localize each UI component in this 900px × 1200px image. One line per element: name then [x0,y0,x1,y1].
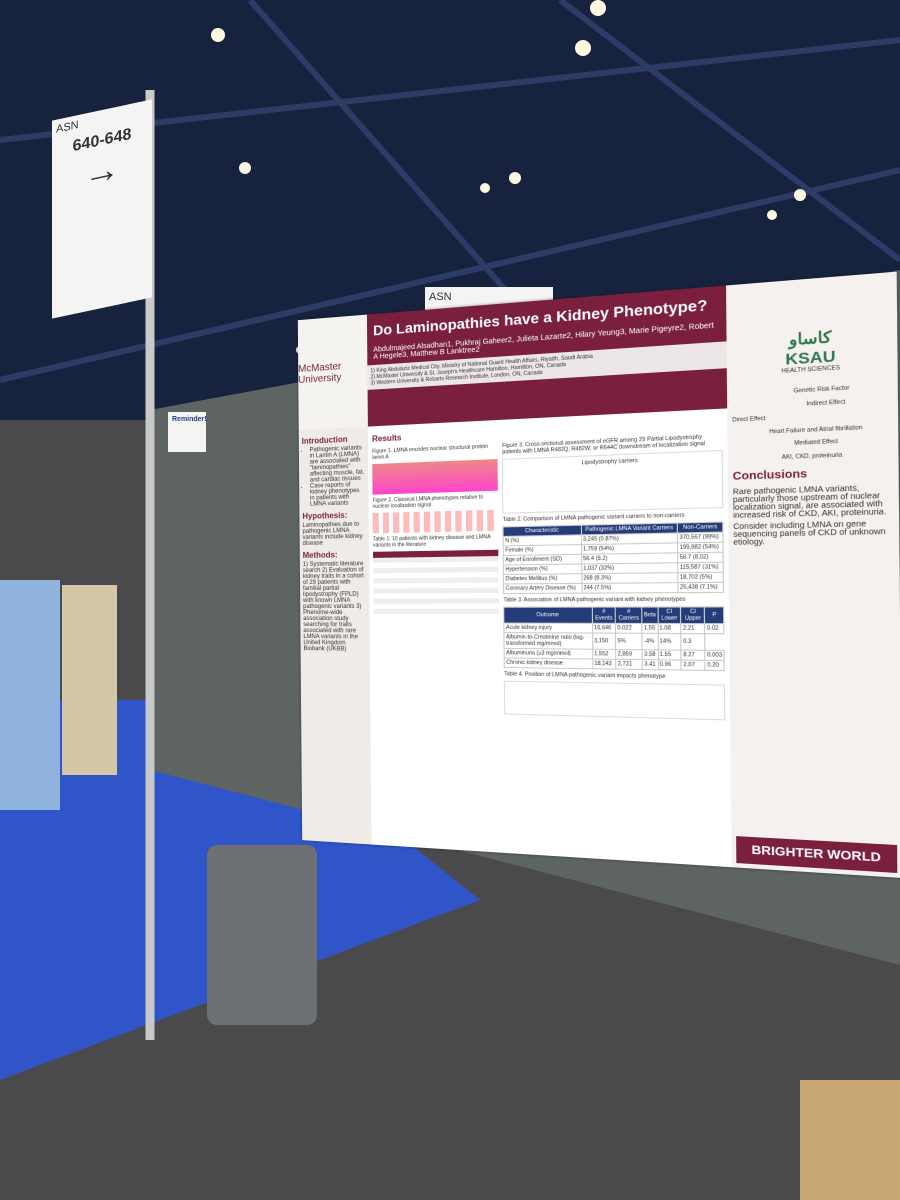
sign-org: ASN [429,291,452,303]
cell: 3.58 [642,649,658,660]
caption: Table 4. Position of LMNA pathogenic var… [504,671,666,681]
caption: Figure 2. Classical LMNA phenotypes rela… [372,494,484,510]
cell: 1.08 [657,623,682,634]
cell: 0.022 [615,623,643,634]
diagram: Genetic Risk Factor Indirect Effect Dire… [732,380,893,466]
sign: ASN 640-648 → [52,99,152,319]
cell: 3.41 [642,659,659,670]
cell: -4% [642,633,658,650]
cell: 1.55 [642,623,658,634]
table: Outcome # Events # Carriers Beta CI Lower CI … [504,606,725,671]
heading: Hypothesis: [302,510,348,521]
cell: 16,646 [592,623,616,634]
cell: Coronary Artery Disease (%) [503,583,582,594]
cell: 56.7 (8.02) [677,552,724,563]
cell: 5% [615,633,643,650]
methods: 1) Systematic literature search 2) Evalu… [302,561,364,653]
cell: Albumin-to-Creatinine ratio (log-transfo… [504,632,593,650]
intro-bullet: Case reports of kidney phenotypes in pat… [310,482,366,508]
cell: 199,982 (54%) [677,542,724,553]
reminder: Reminder! [168,412,207,452]
caption: Table 3. Association of LMNA pathogenic … [503,596,686,604]
header-cell: CI Upper [681,606,706,624]
cell: 3,150 [592,633,616,650]
cell: 2,731 [615,659,643,670]
cell: 2,859 [615,649,643,660]
header-cell: Beta [641,607,658,624]
header-cell: Outcome [504,607,593,624]
box [800,1080,900,1200]
poster: McMaster University Do Laminopathies hav… [297,271,900,878]
cell: 18,143 [592,658,617,670]
person [62,585,117,775]
left-column: Introduction Pathogenic variants in Lami… [298,426,372,845]
conclusion: Consider including LMNA on gene sequenci… [733,520,886,547]
row: Coronary Artery Disease (%) 244 (7.5%) 25,… [503,582,724,594]
caption: Table 1. 10 patients with kidney disease… [372,534,491,549]
figure [372,509,499,534]
cell: 18,702 (5%) [677,572,724,583]
cell: 2.07 [681,660,706,671]
mcmaster-logo: McMaster University [298,361,342,387]
conclusions: Rare pathogenic LMNA variants, particula… [733,480,894,550]
cell: 0.96 [657,659,682,671]
cell: 25,438 (7.1%) [678,582,724,593]
header-cell: CI Lower [657,606,682,624]
conclusion: Rare pathogenic LMNA variants, particula… [732,484,887,521]
intro-list: Pathogenic variants in Lamin A (LMNA) ar… [302,445,366,508]
cell: 2.21 [681,623,706,634]
heading: Introduction [301,434,348,446]
cell: 0.02 [705,623,724,634]
table [504,680,726,721]
hypothesis: Laminopathies due to pathogenic LMNA var… [302,521,363,547]
cell: Diabetes Mellitus (%) [503,573,582,584]
chart-title: Lipodystrophy carriers [581,457,638,467]
right-column: كاساو KSAU HEALTH SCIENCES Genetic Risk … [726,271,900,878]
cell: 115,587 (31%) [677,562,724,573]
table [373,549,500,620]
intro-bullet: Pathogenic variants in Lamin A (LMNA) ar… [310,445,366,483]
cell: 0.003 [705,650,725,661]
sign-org: ASN [56,118,79,136]
cell: Chronic kidney disease [504,657,593,669]
row: Chronic kidney disease 18,143 2,731 3.41 0.9… [504,657,725,671]
cell: 8.27 [681,650,706,661]
table: Characteristic Pathogenic LMNA Variant Ca… [503,521,724,594]
caption: Figure 1. LMNA encodes nuclear structura… [372,443,489,462]
cell: 1.55 [657,649,682,661]
header-row: Outcome # Events # Carriers Beta CI Lower CI … [504,606,724,624]
header-cell: # Carriers [615,607,643,624]
cell: Acute kidney injury [504,623,593,634]
person [0,580,60,810]
cell: 1,552 [592,649,616,660]
figure [372,459,499,495]
cell: 244 (7.5%) [581,582,679,594]
footer: BRIGHTER WORLD [736,836,898,874]
suitcase [207,845,317,1025]
figure: Lipodystrophy carriers [502,449,724,514]
results: Results Figure 1. LMNA encodes nuclear s… [367,408,732,868]
cell: 14% [657,633,682,651]
cell: 0.3 [681,633,706,651]
heading: Methods: [302,550,338,560]
cell: 0.20 [705,660,725,671]
header-cell: P [704,606,724,624]
header-cell: # Events [592,607,616,624]
